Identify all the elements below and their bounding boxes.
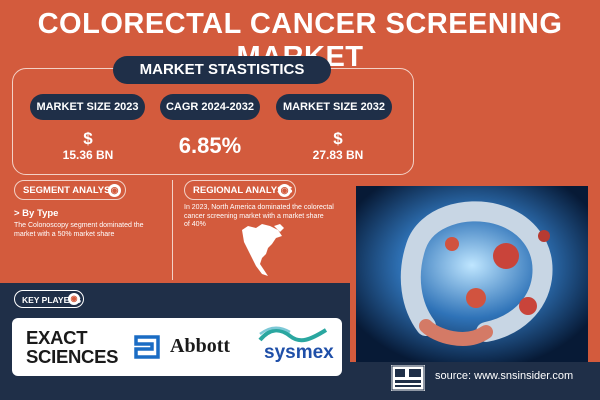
segment-analysis-badge: SEGMENT ANALYSIS ◉ (14, 180, 126, 200)
globe-icon: ◉ (108, 184, 121, 197)
metric-value-market-size-2032: $ 27.83 BN (290, 129, 386, 163)
regional-text-line: cancer screening market with a market sh… (184, 212, 324, 220)
abbott-logo: Abbott (170, 335, 231, 357)
currency-symbol: $ (333, 129, 343, 148)
metric-label-market-size-2023: MARKET SIZE 2023 (30, 94, 145, 120)
metric-value-market-size-2023: $ 15.36 BN (40, 129, 136, 163)
source-text: source: www.snsinsider.com (435, 370, 574, 382)
divider (172, 180, 173, 280)
regional-analysis-badge: REGIONAL ANALYSIS ◉ (184, 180, 296, 200)
segment-text-line: The Colonoscopy segment dominated the (14, 222, 144, 229)
north-america-map-icon (242, 224, 284, 276)
segment-analysis-title: SEGMENT ANALYSIS (23, 185, 120, 196)
segment-subtitle: > By Type (14, 208, 59, 219)
segment-text-line: market with a 50% market share (14, 230, 115, 238)
currency-symbol: $ (83, 129, 93, 148)
sysmex-logo: sysmex (264, 342, 334, 363)
abbott-mark-icon (134, 335, 160, 359)
globe-icon: ◉ (68, 293, 80, 305)
exact-sciences-logo-line: EXACT (26, 327, 88, 348)
metric-label-cagr: CAGR 2024-2032 (160, 94, 260, 120)
market-statistics-title: MARKET STASTISTICS (113, 56, 331, 84)
key-players-title: KEY PLAYERS (22, 295, 82, 305)
logos-panel: EXACT SCIENCES Abbott sysmex (12, 318, 342, 376)
metric-label-market-size-2032: MARKET SIZE 2032 (276, 94, 392, 120)
sns-insider-logo (391, 365, 425, 391)
colon-illustration (356, 186, 588, 362)
regional-text: In 2023, North America dominated the col… (184, 204, 354, 230)
regional-text-line: In 2023, North America dominated the col… (184, 204, 334, 211)
globe-icon: ◉ (278, 184, 291, 197)
exact-sciences-logo-line: SCIENCES (26, 346, 119, 367)
key-players-badge: KEY PLAYERS ◉ (14, 290, 84, 308)
metric-amount: 27.83 BN (312, 148, 364, 162)
segment-text: The Colonoscopy segment dominated the ma… (14, 222, 164, 239)
colon-image (356, 186, 588, 362)
regional-text-line: of 40% (184, 221, 206, 228)
regional-analysis-title: REGIONAL ANALYSIS (193, 185, 293, 196)
exact-sciences-logo: EXACT SCIENCES (26, 328, 118, 366)
metric-value-cagr: 6.85% (178, 133, 242, 158)
sysmex-wave-icon (258, 326, 328, 343)
metric-amount: 15.36 BN (62, 148, 114, 162)
